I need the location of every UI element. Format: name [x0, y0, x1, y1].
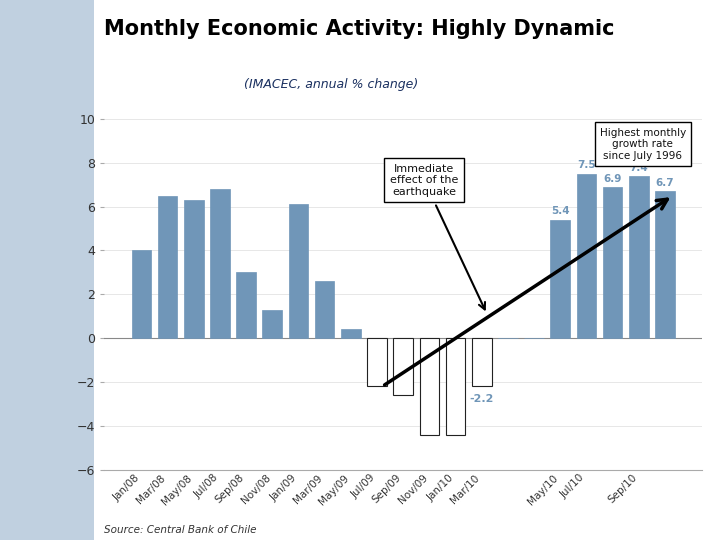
Text: Source: Central Bank of Chile: Source: Central Bank of Chile: [104, 524, 257, 535]
Bar: [655, 191, 675, 338]
Bar: [629, 176, 649, 338]
Text: 7.4: 7.4: [629, 163, 648, 173]
Bar: [472, 338, 492, 387]
Bar: [446, 338, 465, 435]
Bar: [236, 272, 256, 338]
Bar: [184, 200, 204, 338]
Text: Immediate
effect of the
earthquake: Immediate effect of the earthquake: [390, 164, 485, 309]
Text: 5.4: 5.4: [551, 206, 570, 217]
Bar: [341, 329, 361, 338]
Bar: [603, 187, 623, 338]
Bar: [263, 309, 282, 338]
Text: Highest monthly
growth rate
since July 1996: Highest monthly growth rate since July 1…: [600, 127, 686, 161]
Text: (IMACEC, annual % change): (IMACEC, annual % change): [244, 78, 418, 91]
Bar: [393, 338, 413, 395]
Bar: [420, 338, 439, 435]
Text: 6.7: 6.7: [656, 178, 675, 188]
Bar: [577, 174, 596, 338]
Bar: [210, 189, 230, 338]
Text: 6.9: 6.9: [603, 173, 622, 184]
Bar: [132, 251, 151, 338]
Bar: [367, 338, 387, 387]
Bar: [158, 195, 177, 338]
Text: Monthly Economic Activity: Highly Dynamic: Monthly Economic Activity: Highly Dynami…: [104, 19, 615, 39]
Bar: [551, 220, 570, 338]
Text: -2.2: -2.2: [469, 394, 494, 404]
Text: 7.5: 7.5: [577, 160, 595, 170]
Bar: [315, 281, 335, 338]
Bar: [289, 204, 308, 338]
